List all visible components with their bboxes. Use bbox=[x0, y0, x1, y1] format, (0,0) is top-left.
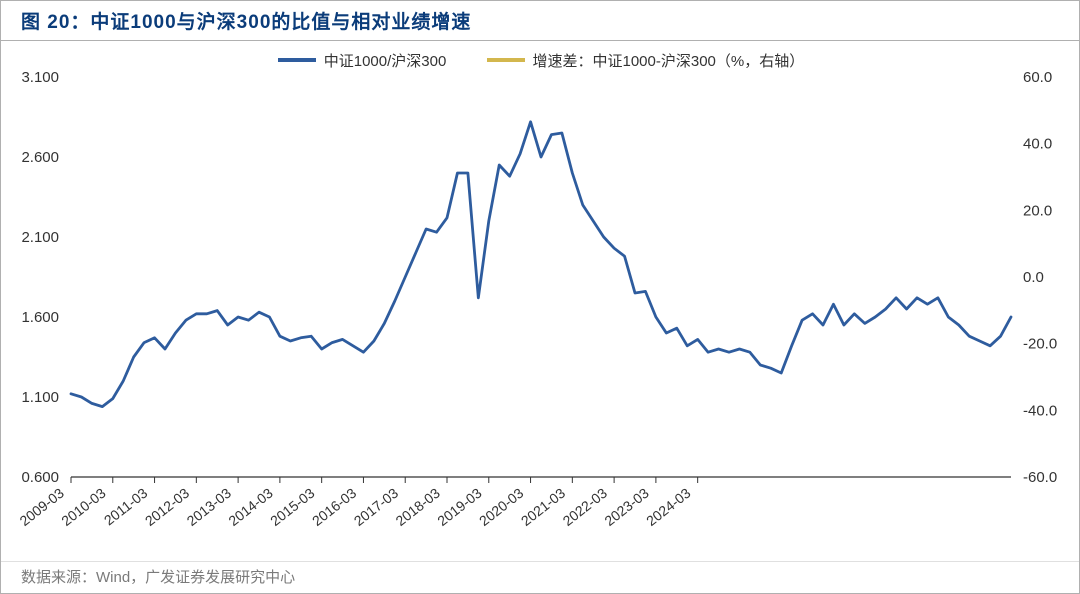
y-right-tick-label: 60.0 bbox=[1023, 69, 1052, 86]
series-ratio bbox=[71, 122, 1011, 407]
y-right-tick-label: -60.0 bbox=[1023, 469, 1057, 486]
y-right-tick-label: 40.0 bbox=[1023, 136, 1052, 153]
x-tick-label: 2016-03 bbox=[309, 485, 360, 529]
y-left-tick-label: 0.600 bbox=[21, 469, 59, 486]
x-tick-label: 2020-03 bbox=[476, 485, 527, 529]
y-right-tick-label: -40.0 bbox=[1023, 402, 1057, 419]
y-left-tick-label: 3.100 bbox=[21, 69, 59, 86]
legend-label-2: 增速差：中证1000-沪深300（%，右轴） bbox=[533, 50, 805, 71]
x-tick-label: 2022-03 bbox=[560, 485, 611, 529]
footer-source: 数据来源：Wind，广发证券发展研究中心 bbox=[1, 561, 1079, 591]
x-tick-label: 2019-03 bbox=[434, 485, 485, 529]
y-left-tick-label: 1.100 bbox=[21, 389, 59, 406]
x-tick-label: 2012-03 bbox=[142, 485, 193, 529]
x-tick-label: 2021-03 bbox=[518, 485, 569, 529]
y-left-tick-label: 1.600 bbox=[21, 309, 59, 326]
chart-area: 中证1000/沪深300 增速差：中证1000-沪深300（%，右轴） 0.60… bbox=[1, 41, 1080, 561]
y-right-tick-label: 0.0 bbox=[1023, 269, 1044, 286]
legend-label-1: 中证1000/沪深300 bbox=[324, 50, 447, 71]
chart-title: 图 20：中证1000与沪深300的比值与相对业绩增速 bbox=[21, 12, 471, 33]
x-tick-label: 2014-03 bbox=[225, 485, 276, 529]
y-left-tick-label: 2.100 bbox=[21, 229, 59, 246]
chart-container: 图 20：中证1000与沪深300的比值与相对业绩增速 中证1000/沪深300… bbox=[0, 0, 1080, 594]
title-bar: 图 20：中证1000与沪深300的比值与相对业绩增速 bbox=[1, 1, 1079, 41]
y-right-tick-label: 20.0 bbox=[1023, 202, 1052, 219]
x-tick-label: 2018-03 bbox=[393, 485, 444, 529]
x-tick-label: 2024-03 bbox=[643, 485, 694, 529]
x-tick-label: 2011-03 bbox=[101, 485, 151, 529]
x-tick-label: 2013-03 bbox=[184, 485, 235, 529]
chart-svg: 0.600 1.100 1.600 2.100 2.600 3.100 -60.0 -40.0… bbox=[1, 41, 1080, 561]
x-tick-label: 2023-03 bbox=[601, 485, 652, 529]
y-left-tick-label: 2.600 bbox=[21, 149, 59, 166]
legend-item-series2: 增速差：中证1000-沪深300（%，右轴） bbox=[487, 50, 805, 71]
x-tick-label: 2017-03 bbox=[351, 485, 402, 529]
x-tick-label: 2010-03 bbox=[58, 485, 109, 529]
legend: 中证1000/沪深300 增速差：中证1000-沪深300（%，右轴） bbox=[1, 49, 1080, 71]
y-right-tick-label: -20.0 bbox=[1023, 336, 1057, 353]
legend-swatch-2 bbox=[487, 58, 525, 62]
x-tick-label: 2009-03 bbox=[17, 485, 68, 529]
legend-swatch-1 bbox=[278, 58, 316, 62]
legend-item-series1: 中证1000/沪深300 bbox=[278, 50, 447, 71]
x-tick-label: 2015-03 bbox=[267, 485, 318, 529]
